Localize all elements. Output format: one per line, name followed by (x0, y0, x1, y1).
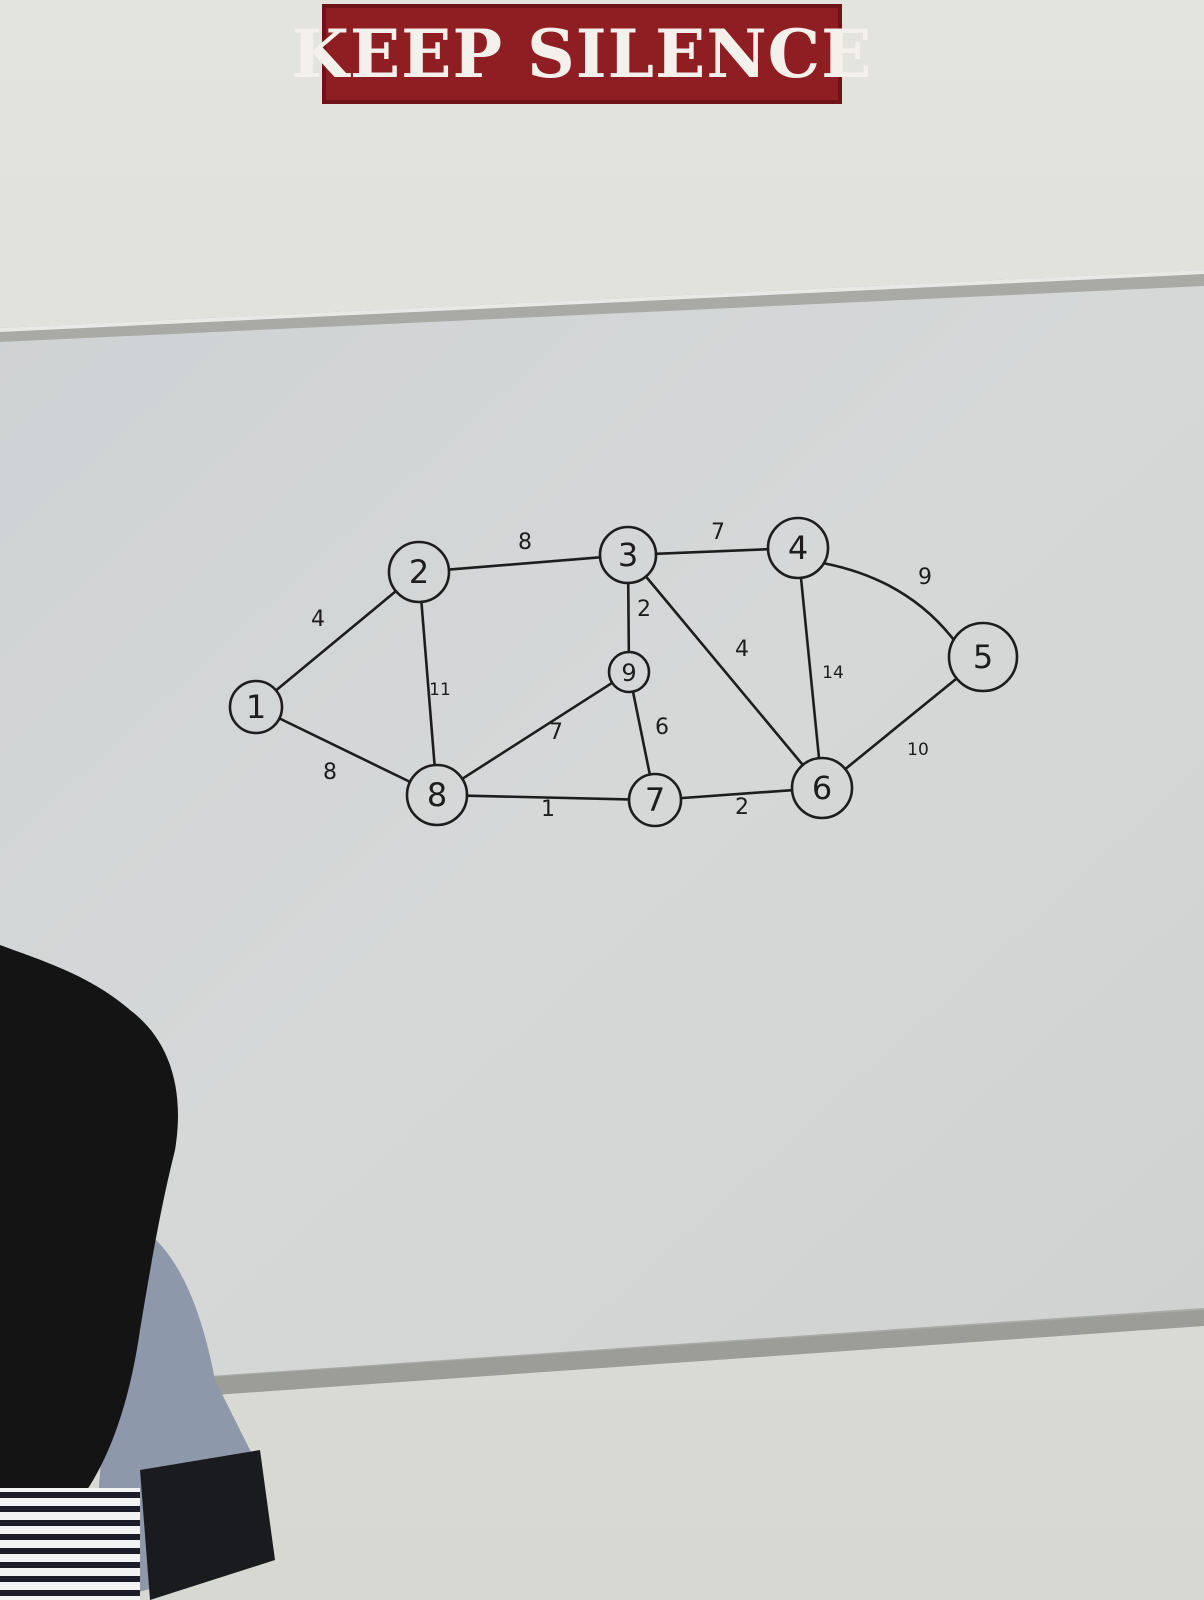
board-top-rail (0, 270, 1204, 332)
edge-weights: 4 8 8 11 7 2 4 9 14 10 7 6 1 2 (311, 520, 932, 822)
edge-weight-3-6: 4 (735, 637, 749, 662)
edge-weight-7-6: 2 (735, 795, 749, 820)
node-label-3: 3 (618, 536, 638, 574)
edge-weight-1-2: 4 (311, 607, 325, 632)
keep-silence-sign: KEEP SILENCE (292, 4, 872, 104)
striped-shirt (0, 1488, 140, 1600)
board-bottom-rail (196, 1310, 1204, 1396)
node-label-1: 1 (246, 688, 266, 726)
node-2 (387, 540, 451, 604)
edge-weight-2-3: 8 (518, 530, 532, 555)
node-9 (607, 650, 651, 694)
board-surface (0, 286, 1204, 1376)
edge-weight-2-8: 11 (429, 680, 451, 700)
edge-weight-3-9: 2 (637, 597, 651, 622)
node-label-5: 5 (973, 638, 993, 676)
edge-weight-1-8: 8 (323, 760, 337, 785)
edge-2-8 (420, 600, 436, 767)
edges (274, 547, 958, 801)
node-3 (598, 525, 658, 585)
edge-weight-4-6: 14 (822, 663, 844, 683)
node-label-9: 9 (621, 659, 636, 687)
node-6 (790, 756, 854, 820)
edge-9-8 (460, 681, 614, 781)
edge-8-7 (465, 794, 631, 801)
node-5 (947, 621, 1019, 693)
edge-7-6 (679, 788, 794, 800)
edge-weight-8-7: 1 (541, 797, 555, 822)
node-8 (405, 763, 469, 827)
node-label-6: 6 (812, 769, 832, 807)
edge-weight-9-8: 7 (549, 720, 563, 745)
edge-weight-5-6: 10 (907, 740, 929, 760)
edge-1-8 (278, 717, 412, 784)
node-1 (228, 679, 284, 735)
edge-3-6 (644, 575, 805, 767)
node-4 (766, 516, 830, 580)
edge-3-9 (626, 581, 631, 654)
nodes: 1 2 3 4 5 6 7 8 9 (228, 516, 1019, 828)
node-label-8: 8 (427, 776, 447, 814)
edge-weight-3-4: 7 (711, 520, 725, 545)
edge-4-5 (822, 561, 956, 642)
dark-cuff (140, 1450, 275, 1600)
hair (0, 945, 178, 1500)
sign-text: KEEP SILENCE (291, 15, 873, 93)
node-7 (627, 772, 683, 828)
node-label-2: 2 (409, 553, 429, 591)
edge-9-7 (631, 690, 652, 776)
edge-weight-9-7: 6 (655, 715, 669, 740)
edge-5-6 (843, 677, 958, 771)
node-label-4: 4 (788, 529, 808, 567)
edge-1-2 (274, 589, 398, 692)
edge-2-3 (447, 555, 602, 571)
node-label-7: 7 (645, 781, 665, 819)
edge-3-4 (654, 547, 770, 556)
edge-weight-4-5: 9 (918, 565, 932, 590)
edge-4-6 (799, 576, 821, 760)
